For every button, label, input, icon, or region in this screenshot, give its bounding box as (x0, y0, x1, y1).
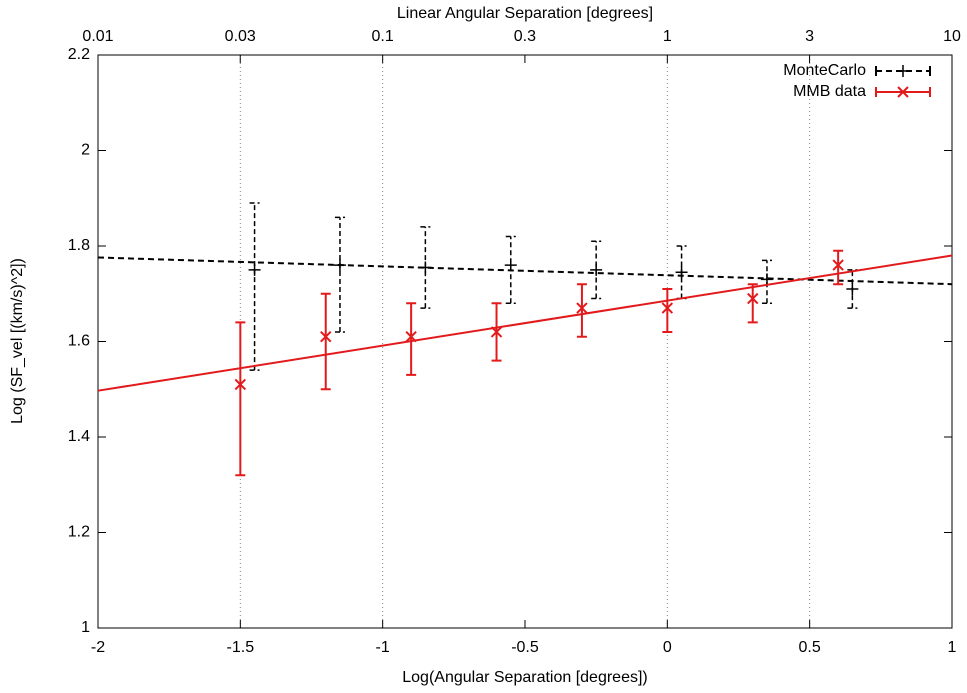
x-axis-title: Log(Angular Separation [degrees]) (402, 669, 648, 686)
legend-label: MMB data (793, 83, 866, 100)
marker (504, 259, 517, 272)
marker (747, 292, 759, 305)
x2-tick-label: 10 (943, 28, 961, 45)
marker (234, 378, 247, 391)
y-tick-label: 2.2 (68, 46, 90, 63)
x-tick-label: 0.5 (799, 639, 821, 656)
marker (661, 302, 674, 314)
legend-label: MonteCarlo (783, 62, 866, 79)
x2-tick-label: 1 (663, 28, 672, 45)
error-bar (576, 283, 587, 338)
error-bar (662, 287, 673, 333)
marker (897, 65, 909, 77)
marker (405, 331, 417, 343)
error-bar (235, 321, 246, 477)
error-bar (833, 249, 844, 286)
x-tick-label: 1 (948, 639, 957, 656)
error-bar (334, 216, 345, 333)
marker (897, 86, 909, 98)
fit-line (97, 254, 953, 392)
marker (846, 282, 859, 295)
marker (248, 263, 261, 276)
error-bar (320, 292, 331, 391)
marker (590, 263, 603, 276)
y-tick-label: 2 (81, 142, 90, 159)
marker (333, 259, 346, 272)
plot-frame (97, 54, 953, 629)
y-axis-title: Log (SF_vel [(km/s)^2]) (9, 258, 26, 424)
marker (760, 273, 773, 286)
fit-line (97, 256, 953, 286)
x2-tick-label: 0.1 (372, 28, 394, 45)
x2-tick-label: 3 (805, 28, 814, 45)
marker (320, 331, 332, 343)
y-tick-label: 1.8 (68, 237, 90, 254)
y-tick-label: 1.4 (68, 428, 90, 445)
marker (419, 261, 432, 274)
legend-error-bar (875, 66, 931, 76)
x2-tick-label: 0.3 (514, 28, 536, 45)
legend-error-bar (875, 87, 931, 97)
x2-tick-label: 0.03 (225, 28, 256, 45)
marker (832, 259, 844, 271)
y-tick-label: 1.6 (68, 333, 90, 350)
x-tick-label: -1.5 (227, 639, 255, 656)
marker (490, 326, 503, 338)
x-tick-label: -1 (376, 639, 390, 656)
error-bar (761, 259, 772, 305)
error-bar (249, 202, 260, 371)
y-tick-label: 1 (81, 619, 90, 636)
x2-tick-label: 0.01 (82, 28, 113, 45)
x-tick-label: -0.5 (511, 639, 539, 656)
x-tick-label: 0 (663, 639, 672, 656)
marker (576, 302, 588, 314)
x-tick-label: -2 (91, 639, 105, 656)
error-bar (406, 302, 417, 376)
marker (675, 266, 688, 279)
y-tick-label: 1.2 (68, 524, 90, 541)
x2-axis-title: Linear Angular Separation [degrees] (397, 5, 653, 22)
error-bar (747, 283, 758, 324)
